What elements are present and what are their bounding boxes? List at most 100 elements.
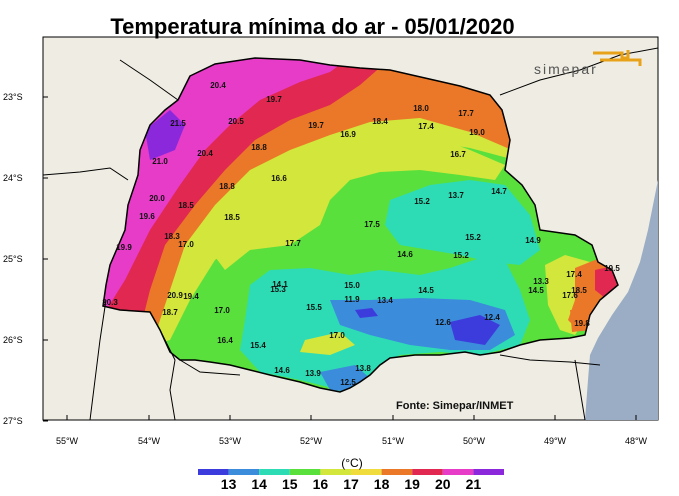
station-value: 14.7 — [491, 187, 507, 196]
station-value: 17.4 — [566, 270, 582, 279]
station-value: 20.9 — [167, 291, 183, 300]
station-value: 19.8 — [574, 319, 590, 328]
station-value: 17.0 — [214, 306, 230, 315]
border-sc — [179, 359, 241, 376]
station-value: 14.9 — [525, 236, 541, 245]
station-value: 14.5 — [528, 286, 544, 295]
station-value: 16.4 — [217, 336, 233, 345]
station-value: 13.8 — [355, 364, 371, 373]
station-value: 19.7 — [308, 121, 324, 130]
station-value: 18.5 — [571, 286, 587, 295]
lat-label: 23°S — [3, 92, 23, 102]
lon-label: 49°W — [544, 436, 567, 446]
legend-tick-label: 13 — [220, 476, 237, 492]
legend-unit: (°C) — [341, 456, 363, 470]
station-value: 16.9 — [340, 130, 356, 139]
legend-swatch — [442, 469, 474, 475]
lon-label: 48°W — [625, 436, 648, 446]
border-sc-east — [499, 354, 601, 366]
station-value: 18.4 — [372, 117, 388, 126]
station-value: 16.6 — [271, 174, 287, 183]
station-values: 20.4 19.7 21.5 20.5 19.7 18.4 18.0 17.7 17.4 19.0… — [102, 81, 620, 387]
lon-label: 50°W — [463, 436, 486, 446]
station-value: 19.4 — [183, 292, 199, 301]
station-value: 20.4 — [210, 81, 226, 90]
station-value: 15.2 — [465, 233, 481, 242]
legend-swatch — [289, 469, 321, 475]
color-scale-legend — [198, 469, 504, 475]
legend-tick-label: 16 — [312, 476, 329, 492]
station-value: 19.0 — [469, 128, 485, 137]
lon-label: 55°W — [56, 436, 79, 446]
station-value: 18.3 — [164, 232, 180, 241]
border-sp — [499, 47, 658, 96]
legend-swatch — [412, 469, 443, 475]
station-value: 15.4 — [250, 341, 266, 350]
station-value: 19.7 — [266, 95, 282, 104]
legend-tick-label: 20 — [435, 476, 451, 492]
station-value: 20.3 — [102, 298, 118, 307]
station-value: 14.5 — [418, 286, 434, 295]
station-value: 12.6 — [435, 318, 451, 327]
station-value: 18.5 — [224, 213, 240, 222]
lon-label: 53°W — [219, 436, 242, 446]
station-value: 12.5 — [340, 378, 356, 387]
legend-swatch — [198, 469, 229, 475]
legend-tick-label: 18 — [373, 476, 390, 492]
station-value: 15.2 — [414, 197, 430, 206]
source-label: Fonte: Simepar/INMET — [396, 400, 514, 412]
lat-label: 25°S — [3, 254, 23, 264]
latitude-axis: 23°S 24°S 25°S 26°S 27°S — [3, 92, 48, 426]
station-value: 15.0 — [344, 281, 360, 290]
legend-tick-label: 17 — [343, 476, 359, 492]
station-value: 19.5 — [604, 264, 620, 273]
station-value: 20.0 — [149, 194, 165, 203]
map-title: Temperatura mínima do ar - 05/01/2020 — [110, 14, 515, 39]
border-argentina — [89, 299, 107, 420]
station-value: 19.9 — [116, 243, 132, 252]
station-value: 14.1 — [272, 280, 288, 289]
legend-swatch — [381, 469, 413, 475]
border-ms-paraguay — [43, 167, 129, 181]
legend-tick-label: 19 — [404, 476, 420, 492]
station-value: 20.5 — [228, 117, 244, 126]
legend-swatch — [320, 469, 351, 475]
atlantic-ocean — [585, 180, 658, 420]
station-value: 20.4 — [197, 149, 213, 158]
station-value: 11.9 — [344, 295, 360, 304]
legend-swatch — [228, 469, 260, 475]
station-value: 21.5 — [170, 119, 186, 128]
lon-label: 52°W — [300, 436, 323, 446]
station-value: 17.6 — [562, 291, 578, 300]
station-value: 12.4 — [484, 313, 500, 322]
station-value: 15.3 — [270, 285, 286, 294]
station-value: 17.7 — [458, 109, 474, 118]
station-value: 17.5 — [364, 220, 380, 229]
logo-wordmark: simepar — [534, 61, 598, 77]
station-value: 18.8 — [219, 182, 235, 191]
station-value: 15.2 — [453, 251, 469, 260]
station-value: 17.7 — [285, 239, 301, 248]
lon-label: 54°W — [138, 436, 161, 446]
lat-label: 27°S — [3, 416, 23, 426]
station-value: 16.7 — [450, 150, 466, 159]
temperature-field — [103, 58, 618, 392]
station-value: 17.4 — [418, 122, 434, 131]
station-value: 18.0 — [413, 104, 429, 113]
parana-border — [102, 57, 619, 393]
simepar-logo: simepar — [534, 50, 642, 77]
station-value: 13.9 — [305, 369, 321, 378]
station-value: 13.7 — [448, 191, 464, 200]
station-value: 18.5 — [178, 201, 194, 210]
station-value: 17.0 — [178, 240, 194, 249]
station-value: 13.4 — [377, 296, 393, 305]
station-value: 15.5 — [306, 303, 322, 312]
border-sc-coast — [574, 359, 586, 420]
legend-tick-label: 14 — [251, 476, 267, 492]
border-ms-sp — [119, 59, 179, 101]
station-value: 17.0 — [329, 331, 345, 340]
legend-tick-label: 21 — [465, 476, 482, 492]
station-value: 19.6 — [139, 212, 155, 221]
station-value: 13.3 — [533, 277, 549, 286]
